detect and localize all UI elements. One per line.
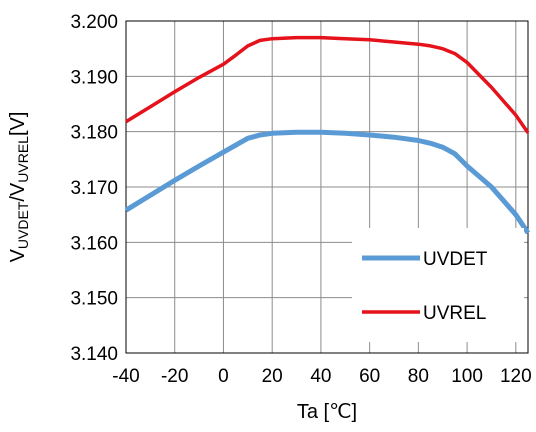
x-tick-label: -40 [112,366,139,387]
x-tick-label: 0 [218,366,229,387]
y-axis-label: VUVDET/VUVREL[V] [7,112,31,263]
legend-box [352,228,524,342]
y-tick-label: 3.150 [70,289,118,310]
series-line-uvdet [124,129,531,235]
y-tick-label: 3.200 [70,12,118,33]
y-tick-label: 3.170 [70,178,118,199]
plot-area [125,20,529,354]
x-tick-label: 40 [310,366,331,387]
y-axis-ticks: 3.140 3.150 3.160 3.170 3.180 3.190 3.200 [70,12,118,365]
x-axis-label: Ta [℃] [297,401,357,423]
legend: UVDET UVREL [352,228,524,342]
y-tick-label: 3.140 [70,344,118,365]
y-axis-label-sub2: UVREL [15,136,31,183]
y-axis-label-main: V [7,248,29,262]
y-tick-label: 3.180 [70,123,118,144]
x-tick-label: 80 [408,366,429,387]
series-layer [124,35,531,235]
x-axis-ticks: -40 -20 0 20 40 60 80 100 120 [112,366,531,387]
x-tick-label: 60 [359,366,380,387]
y-axis-label-unit: [V] [7,112,29,136]
legend-label-uvdet: UVDET [423,249,488,270]
y-axis-label-sub1: UVDET [15,201,31,249]
x-tick-label: 20 [262,366,283,387]
legend-label-uvrel: UVREL [423,303,486,324]
y-axis-label-sep: /V [7,182,29,202]
y-tick-label: 3.160 [70,233,118,254]
x-tick-label: 100 [451,366,483,387]
x-tick-label: 120 [500,366,532,387]
series-line-uvrel [125,35,530,134]
y-tick-label: 3.190 [70,67,118,88]
x-tick-label: -20 [161,366,188,387]
